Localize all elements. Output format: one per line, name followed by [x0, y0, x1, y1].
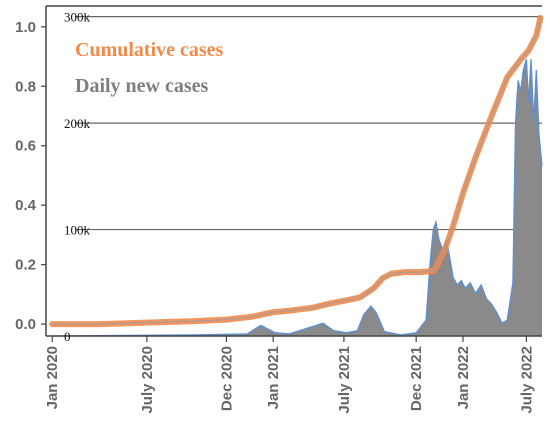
- left-tick-label-4: 0.8: [15, 78, 36, 95]
- gridlines: [75, 16, 542, 231]
- right-axis-ticks: 0 100k 200k 300k: [64, 10, 91, 344]
- daily-new-cases-edge: [52, 59, 543, 337]
- x-tick-label-5: Dec 2021: [408, 346, 425, 411]
- left-tick-label-5: 1.0: [15, 19, 36, 36]
- axes: [45, 5, 542, 337]
- x-tick-label-0: Jan 2020: [44, 346, 61, 409]
- left-tick-label-0: 0.0: [15, 316, 36, 333]
- right-tick-label-3: 300k: [64, 10, 91, 25]
- left-tick-label-1: 0.2: [15, 257, 36, 274]
- x-tick-label-1: July 2020: [139, 346, 156, 414]
- x-tick-label-6: Jan 2022: [455, 346, 472, 409]
- right-tick-label-2: 200k: [64, 116, 91, 131]
- legend-daily-new-cases: Daily new cases: [75, 75, 209, 97]
- left-tick-label-3: 0.6: [15, 138, 36, 155]
- x-tick-label-7: July 2022: [518, 346, 535, 414]
- right-tick-label-1: 100k: [64, 223, 91, 238]
- x-tick-label-3: Jan 2021: [265, 346, 282, 409]
- left-axis-ticks: 0.0 0.2 0.4 0.6 0.8 1.0: [15, 19, 46, 333]
- x-tick-label-4: July 2021: [336, 346, 353, 414]
- x-axis-ticks: Jan 2020 July 2020 Dec 2020 Jan 2021 July 20…: [44, 336, 535, 414]
- legend: Cumulative cases Daily new cases: [75, 39, 224, 97]
- cumulative-cases-line: [49, 14, 544, 328]
- daily-new-cases-series: [52, 59, 543, 337]
- right-tick-label-0: 0: [64, 329, 71, 344]
- left-tick-label-2: 0.4: [15, 197, 37, 214]
- cumulative-cases-series: [49, 14, 544, 328]
- legend-cumulative-cases: Cumulative cases: [75, 39, 224, 61]
- daily-new-cases-area: [52, 59, 542, 336]
- x-tick-label-2: Dec 2020: [218, 346, 235, 411]
- cumulative-cases-line-inner: [52, 17, 541, 325]
